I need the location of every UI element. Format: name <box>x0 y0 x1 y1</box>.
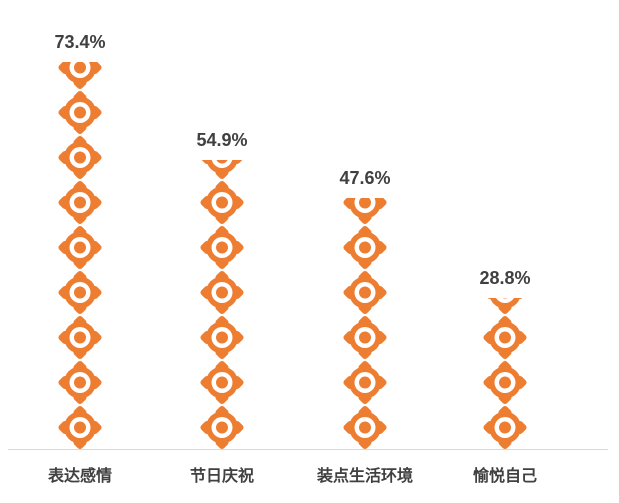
value-label: 28.8% <box>479 268 531 288</box>
target-badge-icon <box>58 135 102 180</box>
target-badge-icon <box>343 270 387 315</box>
target-badge-icon <box>58 405 102 450</box>
target-badge-icon <box>343 315 387 360</box>
target-badge-icon <box>343 225 387 270</box>
target-badge-icon <box>200 315 244 360</box>
target-badge-icon <box>483 405 527 450</box>
category-label: 愉悦自己 <box>472 468 538 485</box>
category-label: 表达感情 <box>47 468 113 485</box>
target-badge-icon <box>200 180 244 225</box>
pictograph-bar <box>482 298 528 450</box>
target-badge-icon <box>343 360 387 405</box>
target-badge-icon <box>200 360 244 405</box>
category-label: 节日庆祝 <box>189 468 255 485</box>
target-badge-icon <box>200 405 244 450</box>
baseline-axis <box>8 449 608 450</box>
target-badge-icon <box>343 405 387 450</box>
target-badge-icon <box>58 180 102 225</box>
target-badge-icon <box>58 225 102 270</box>
target-badge-icon <box>200 270 244 315</box>
target-badge-icon <box>58 270 102 315</box>
target-badge-icon <box>483 298 527 315</box>
target-badge-icon <box>58 360 102 405</box>
pictograph-bar <box>199 160 245 450</box>
icon-stack <box>199 160 245 450</box>
pictograph-bar <box>57 62 103 450</box>
target-badge-icon <box>58 90 102 135</box>
value-label: 47.6% <box>339 168 391 188</box>
target-badge-icon <box>58 62 102 90</box>
target-badge-icon <box>343 198 387 225</box>
value-label: 73.4% <box>54 32 106 52</box>
icon-stack <box>482 298 528 450</box>
pictograph-bar <box>342 198 388 450</box>
target-badge-icon <box>200 160 244 180</box>
icon-stack <box>342 198 388 450</box>
icon-stack <box>57 62 103 450</box>
value-label: 54.9% <box>196 130 248 150</box>
target-badge-icon <box>483 360 527 405</box>
target-badge-icon <box>200 225 244 270</box>
category-label: 装点生活环境 <box>316 468 414 485</box>
target-badge-icon <box>483 315 527 360</box>
target-badge-icon <box>58 315 102 360</box>
